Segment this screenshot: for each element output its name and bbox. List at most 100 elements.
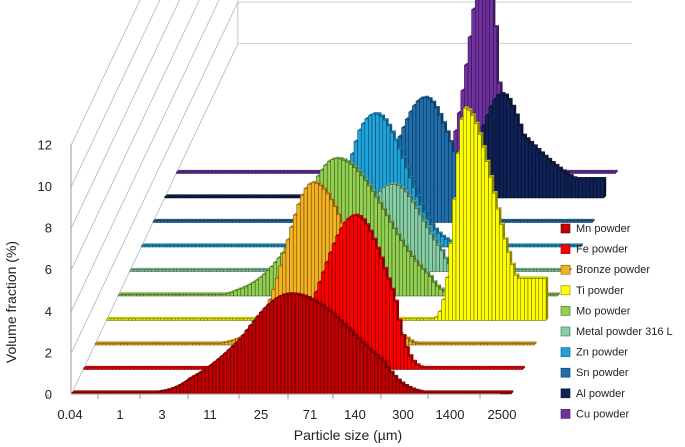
bar <box>201 171 206 174</box>
bar-top <box>414 363 421 366</box>
bar-top <box>284 292 291 295</box>
bar-top <box>188 243 195 246</box>
bar <box>178 220 183 223</box>
bar-top <box>172 194 178 197</box>
bar-top <box>451 341 458 344</box>
bar <box>504 367 509 370</box>
bar-top <box>425 225 431 228</box>
bar <box>273 298 278 395</box>
bar <box>276 196 281 199</box>
bar <box>550 294 555 297</box>
bar <box>436 367 441 370</box>
bar-top <box>195 243 202 246</box>
bar-top <box>533 267 539 270</box>
bar-top <box>429 365 435 368</box>
bar <box>582 178 587 199</box>
bar-top <box>356 169 362 172</box>
bar <box>187 269 192 272</box>
bar <box>494 343 499 346</box>
bar <box>553 294 558 297</box>
bar-top <box>534 218 541 221</box>
bar <box>382 268 387 370</box>
bar <box>200 318 205 321</box>
bar <box>251 282 256 297</box>
bar <box>210 343 215 346</box>
bar-top <box>407 354 414 357</box>
bar-top <box>219 169 226 172</box>
bar <box>264 220 269 223</box>
bar-top <box>217 341 224 344</box>
bar-top <box>393 138 400 141</box>
bar-top <box>199 243 205 246</box>
bar-top <box>336 212 343 215</box>
bar <box>215 294 220 297</box>
bar-top <box>381 360 388 363</box>
bar <box>407 355 412 370</box>
bar <box>410 361 416 370</box>
bar <box>508 367 513 370</box>
bar-top <box>164 316 171 319</box>
bar-top <box>542 154 549 157</box>
bar <box>109 343 114 346</box>
bar-top <box>258 194 265 197</box>
bar <box>434 316 439 321</box>
bar-top <box>231 243 238 246</box>
bar <box>232 220 237 223</box>
bar-top <box>341 158 348 161</box>
bar <box>221 220 226 223</box>
bar <box>541 220 546 223</box>
bar <box>241 269 246 272</box>
bar <box>414 364 419 370</box>
bar-top <box>508 365 515 368</box>
bar-top <box>159 365 165 368</box>
bar <box>211 196 216 199</box>
bar-top <box>535 147 542 150</box>
bar-top <box>102 341 109 344</box>
bar-top <box>440 234 447 237</box>
bar-top <box>254 218 260 221</box>
bar <box>136 294 141 297</box>
bar <box>208 294 213 297</box>
bar-top <box>306 296 312 299</box>
bar-top <box>433 227 439 230</box>
bar-top <box>586 169 593 172</box>
bar <box>186 171 192 174</box>
bar-top <box>542 218 548 221</box>
bar <box>138 318 144 321</box>
bar <box>176 385 181 395</box>
bar <box>519 245 524 248</box>
bar-top <box>345 325 352 328</box>
bar <box>200 196 205 199</box>
bar <box>222 294 227 297</box>
bar <box>444 277 450 321</box>
bar-top <box>187 267 194 270</box>
bar-top <box>147 390 154 393</box>
bar <box>222 171 228 174</box>
bar <box>533 245 538 248</box>
bar-top <box>230 267 237 270</box>
bar-top <box>129 292 135 295</box>
bar-top <box>502 237 509 240</box>
bar-top <box>98 365 104 368</box>
bar-top <box>509 218 516 221</box>
bar-top <box>87 365 93 368</box>
bar <box>102 343 107 346</box>
bar-top <box>542 276 549 279</box>
bar <box>152 245 157 248</box>
bar <box>410 389 415 395</box>
bar-top <box>198 267 205 270</box>
bar <box>179 383 184 395</box>
bar-top <box>426 97 433 100</box>
bar <box>230 269 235 272</box>
bar-top <box>274 243 281 246</box>
bar-top <box>287 194 293 197</box>
bar-top <box>232 316 239 319</box>
bar-top <box>161 292 168 295</box>
bar-top <box>118 292 125 295</box>
bar-top <box>269 194 275 197</box>
bar-top <box>538 218 545 221</box>
bar-top <box>174 341 181 344</box>
bar-top <box>273 169 280 172</box>
bar <box>416 265 422 297</box>
bar <box>180 367 185 370</box>
